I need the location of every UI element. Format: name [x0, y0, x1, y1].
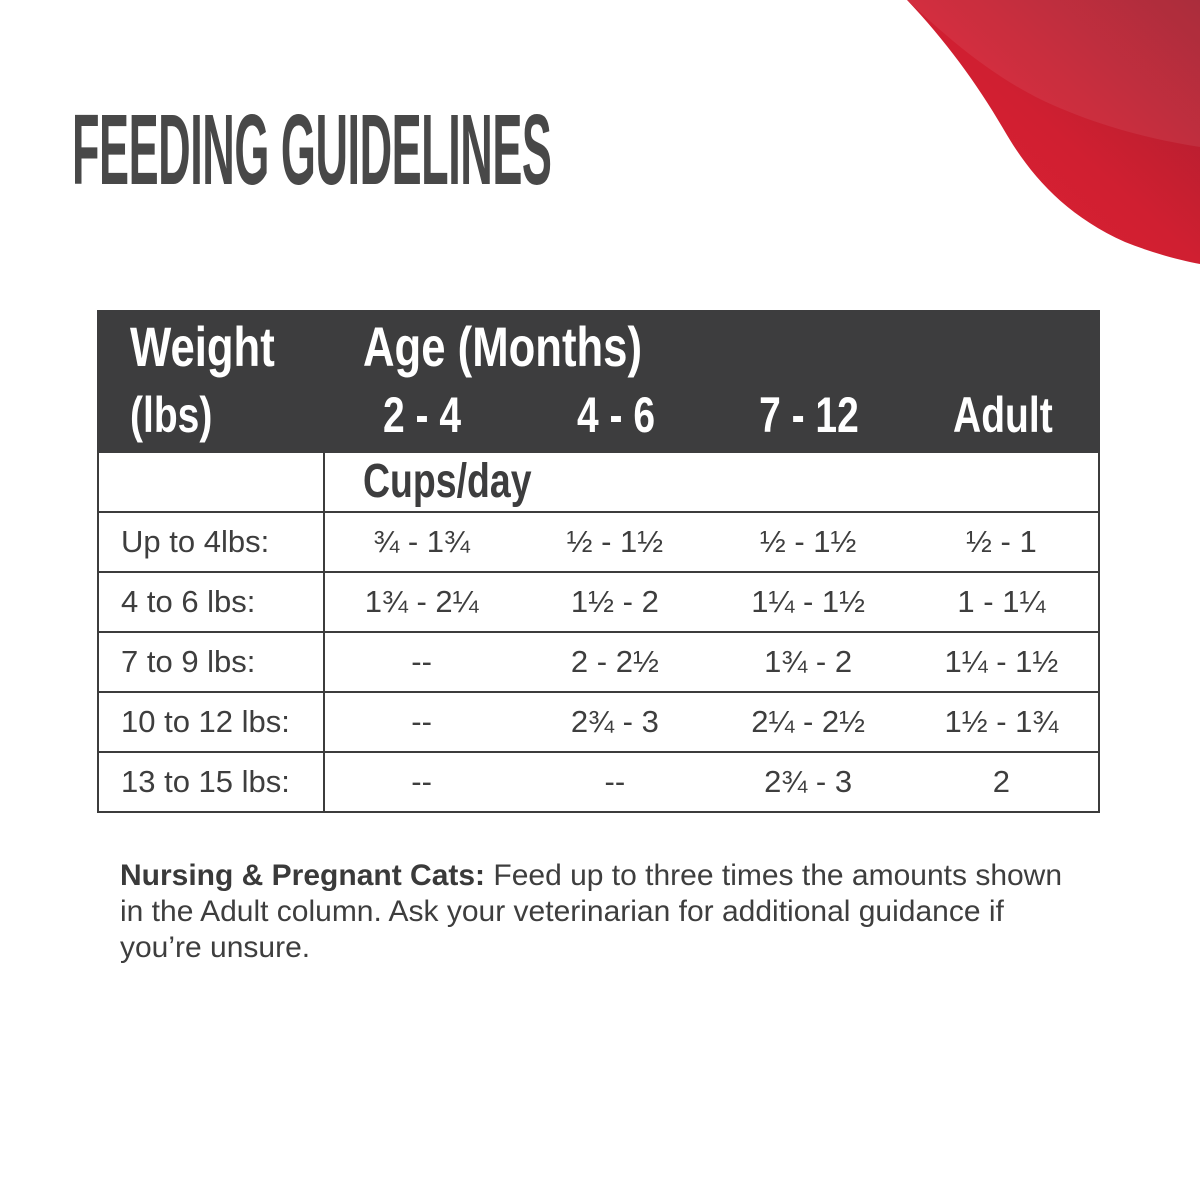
value-cell: ¾ - 1¾ — [373, 524, 470, 559]
weight-cell: 7 to 9 lbs: — [99, 633, 325, 691]
age-column-header-4-6: 4 - 6 — [519, 390, 713, 440]
weight-cell: 10 to 12 lbs: — [99, 693, 325, 751]
age-column-header-label: Adult — [953, 387, 1053, 443]
value-cell: -- — [411, 764, 432, 799]
value-cell: -- — [411, 644, 432, 679]
weight-column-header: Weight — [130, 315, 275, 378]
value-cell: 1¾ - 2¼ — [364, 584, 479, 619]
age-column-header-adult: Adult — [906, 390, 1100, 440]
table-row: 4 to 6 lbs: 1¾ - 2¼ 1½ - 2 1¼ - 1½ 1 - 1… — [99, 571, 1098, 631]
value-cell: ½ - 1½ — [759, 524, 857, 559]
value-cell: 1½ - 1¾ — [944, 704, 1059, 739]
age-column-header-7-12: 7 - 12 — [713, 390, 907, 440]
value-cell: 1¼ - 1½ — [944, 644, 1059, 679]
value-cell: 1 - 1¼ — [957, 584, 1046, 619]
value-cell: -- — [411, 704, 432, 739]
weight-units-header: (lbs) — [130, 387, 213, 443]
age-column-header-2-4: 2 - 4 — [325, 390, 519, 440]
value-cell: 2¼ - 2½ — [751, 704, 865, 739]
red-swoosh-icon — [907, 0, 1200, 264]
table-row: 7 to 9 lbs: -- 2 - 2½ 1¾ - 2 1¼ - 1½ — [99, 631, 1098, 691]
value-cell: ½ - 1 — [966, 524, 1037, 559]
footer-note-lead: Nursing & Pregnant Cats: — [120, 859, 486, 892]
age-column-headers: 2 - 4 4 - 6 7 - 12 Adult — [325, 390, 1100, 440]
value-cell: 2 - 2½ — [570, 644, 659, 679]
feeding-guidelines-table: Weight (lbs) Age (Months) 2 - 4 4 - 6 7 … — [97, 310, 1100, 813]
value-cell: 2¾ - 3 — [764, 764, 853, 799]
cups-per-day-label: Cups/day — [363, 455, 532, 508]
units-row: Cups/day — [99, 453, 1098, 511]
weight-cell: 13 to 15 lbs: — [99, 753, 325, 811]
value-cell: ½ - 1½ — [566, 524, 664, 559]
weight-cell: 4 to 6 lbs: — [99, 573, 325, 631]
value-cell: 2 — [992, 764, 1010, 799]
age-column-header-label: 7 - 12 — [759, 387, 860, 443]
value-cell: 1½ - 2 — [570, 584, 659, 619]
units-row-empty-cell — [99, 453, 325, 511]
age-column-header-label: 2 - 4 — [382, 387, 461, 443]
footer-note-text: Feed up to three times the amounts shown… — [120, 859, 1063, 964]
table-row: 10 to 12 lbs: -- 2¾ - 3 2¼ - 2½ 1½ - 1¾ — [99, 691, 1098, 751]
age-column-header-label: 4 - 6 — [576, 387, 655, 443]
table-row: Up to 4lbs: ¾ - 1¾ ½ - 1½ ½ - 1½ ½ - 1 — [99, 511, 1098, 571]
value-cell: 1¼ - 1½ — [751, 584, 865, 619]
cups-per-day-cell: Cups/day — [325, 453, 1098, 511]
table-header: Weight (lbs) Age (Months) 2 - 4 4 - 6 7 … — [97, 310, 1100, 453]
table-body: Cups/day Up to 4lbs: ¾ - 1¾ ½ - 1½ ½ - 1… — [97, 453, 1100, 813]
value-cell: -- — [604, 764, 626, 799]
footer-note: Nursing & Pregnant Cats: Feed up to thre… — [120, 858, 1085, 966]
page-title: FEEDING GUIDELINES — [72, 94, 552, 206]
age-months-header: Age (Months) — [363, 315, 643, 378]
value-cell: 2¾ - 3 — [570, 704, 659, 739]
table-row: 13 to 15 lbs: -- -- 2¾ - 3 2 — [99, 751, 1098, 811]
value-cell: 1¾ - 2 — [764, 644, 853, 679]
weight-cell: Up to 4lbs: — [99, 513, 325, 571]
